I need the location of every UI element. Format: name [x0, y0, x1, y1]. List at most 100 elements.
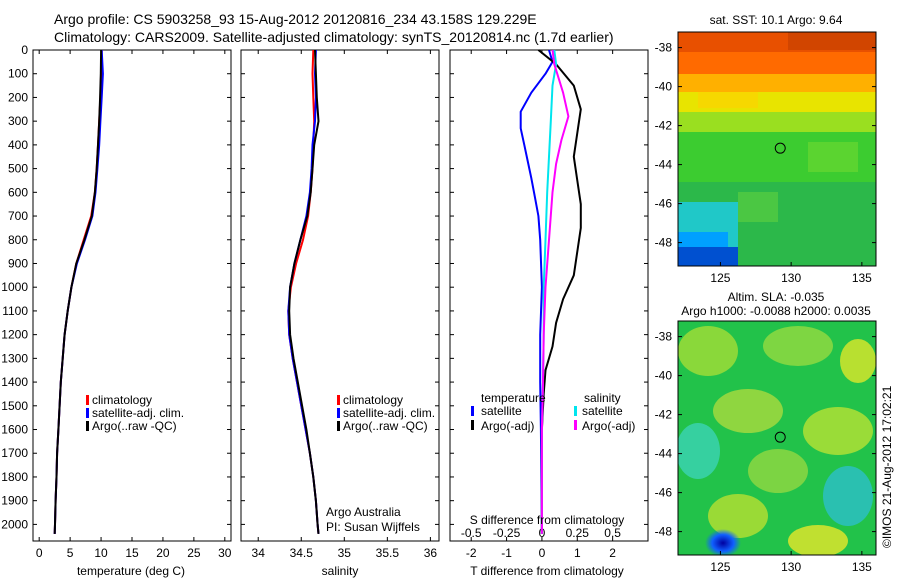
temperature-diff-legend: temperature satellite Argo(-adj): [471, 391, 546, 433]
map-y-tick-label: -44: [655, 158, 673, 172]
x-tick-label: 20: [156, 546, 170, 560]
map-x-tick-label: 125: [710, 560, 730, 574]
legend-climatology: climatology: [92, 393, 152, 407]
s-diff-xlabel: S difference from climatology: [470, 513, 625, 527]
argo-australia-label: Argo Australia: [326, 505, 401, 519]
sla-map-panel: Altim. SLA: -0.035 Argo h1000: -0.0088 h…: [655, 290, 877, 574]
y-tick-label: 2000: [1, 517, 28, 531]
x-tick-label: 1: [574, 546, 581, 560]
temperature-xlabel: temperature (deg C): [77, 564, 185, 578]
x-tick-label: 5: [67, 546, 74, 560]
x-tick-label: 2: [609, 546, 616, 560]
map-y-tick-label: -46: [655, 197, 673, 211]
map-y-tick-label: -44: [655, 447, 673, 461]
series-temperature-argo-adj-: [537, 49, 582, 534]
x-tick-label: -1: [501, 546, 512, 560]
series-temperature-satellite: [519, 49, 554, 534]
salinity-xlabel: salinity: [322, 564, 359, 578]
map-y-tick-label: -40: [655, 369, 673, 383]
legend-argo: Argo(..raw -QC): [92, 419, 177, 433]
y-tick-label: 1200: [1, 328, 28, 342]
legend-satellite-adj: satellite-adj. clim.: [92, 406, 184, 420]
salinity-diff-legend: salinity satellite Argo(-adj): [574, 391, 635, 433]
sla-map-axes: [677, 320, 877, 556]
map-y-tick-label: -42: [655, 119, 673, 133]
map-x-tick-label: 130: [781, 271, 801, 285]
y-tick-label: 0: [21, 43, 28, 57]
temperature-panel: 0100200300400500600700800900100011001200…: [1, 43, 232, 578]
sst-map-title: sat. SST: 10.1 Argo: 9.64: [710, 13, 843, 27]
sst-map-axes: [677, 31, 877, 267]
legend-salinity-title: salinity: [584, 391, 621, 405]
legend-argo-2: Argo(..raw -QC): [343, 419, 428, 433]
pi-label: PI: Susan Wijffels: [326, 520, 420, 534]
difference-panel: -2 -1 0 1 2 -0.5 -0.25 0 0.25 0.5 T difference f…: [449, 49, 649, 578]
y-tick-label: 400: [8, 138, 28, 152]
difference-axes: [449, 49, 649, 542]
x-tick-label: 35: [338, 546, 352, 560]
y-tick-label: 1000: [1, 280, 28, 294]
x-tick-label: 10: [94, 546, 108, 560]
map-x-tick-label: 135: [852, 560, 872, 574]
y-tick-label: 300: [8, 114, 28, 128]
map-y-tick-label: -42: [655, 408, 673, 422]
legend-sal-satellite: satellite: [582, 404, 623, 418]
x-tick-label: 34: [252, 546, 266, 560]
map-y-tick-label: -46: [655, 486, 673, 500]
y-tick-label: 1400: [1, 375, 28, 389]
s-diff-tick-label: 0.5: [604, 526, 621, 540]
y-tick-label: 600: [8, 185, 28, 199]
x-tick-label: 34.5: [290, 546, 314, 560]
map-x-tick-label: 135: [852, 271, 872, 285]
legend-satellite-adj-2: satellite-adj. clim.: [343, 406, 435, 420]
y-tick-label: 800: [8, 233, 28, 247]
y-tick-label: 1900: [1, 494, 28, 508]
y-tick-label: 1800: [1, 470, 28, 484]
sla-map-subtitle: Argo h1000: -0.0088 h2000: 0.0035: [681, 304, 871, 318]
x-tick-label: 0: [539, 546, 546, 560]
series-argo-raw-qc-: [53, 49, 103, 534]
y-tick-label: 900: [8, 256, 28, 270]
x-tick-label: 36: [424, 546, 438, 560]
temperature-legend: climatology satellite-adj. clim. Argo(..…: [86, 393, 184, 433]
sla-argo-location-marker: [774, 431, 786, 443]
map-y-tick-label: -38: [655, 41, 673, 55]
temperature-axes: [32, 49, 232, 542]
x-tick-label: 25: [187, 546, 201, 560]
legend-temp-argo: Argo(-adj): [481, 419, 534, 433]
y-tick-label: 1600: [1, 423, 28, 437]
y-tick-label: 200: [8, 90, 28, 104]
x-tick-label: 15: [125, 546, 139, 560]
t-diff-xlabel: T difference from climatology: [470, 564, 624, 578]
map-y-tick-label: -48: [655, 525, 673, 539]
salinity-panel: 34 34.5 35 35.5 36 salinity climatology sate…: [240, 49, 440, 578]
y-tick-label: 700: [8, 209, 28, 223]
y-tick-label: 1700: [1, 446, 28, 460]
header-line-2: Climatology: CARS2009. Satellite-adjuste…: [54, 29, 614, 45]
series-argo-raw-qc-: [288, 49, 320, 534]
legend-temp-satellite: satellite: [481, 404, 522, 418]
map-y-tick-label: -40: [655, 80, 673, 94]
map-x-tick-label: 125: [710, 271, 730, 285]
s-diff-tick-label: -0.25: [493, 526, 521, 540]
map-x-tick-label: 130: [781, 560, 801, 574]
sla-map-title: Altim. SLA: -0.035: [728, 290, 825, 304]
sst-argo-location-marker: [774, 142, 786, 154]
legend-temperature-title: temperature: [481, 391, 546, 405]
series-salinity-argo-adj-: [540, 49, 570, 534]
y-tick-label: 1500: [1, 399, 28, 413]
salinity-legend: climatology satellite-adj. clim. Argo(..…: [337, 393, 435, 433]
legend-sal-argo: Argo(-adj): [582, 419, 635, 433]
x-tick-label: -2: [466, 546, 477, 560]
header-line-1: Argo profile: CS 5903258_93 15-Aug-2012 …: [54, 11, 537, 27]
s-diff-tick-label: -0.5: [461, 526, 482, 540]
x-tick-label: 0: [36, 546, 43, 560]
s-diff-tick-label: 0.25: [566, 526, 590, 540]
y-tick-label: 1300: [1, 351, 28, 365]
map-y-tick-label: -38: [655, 330, 673, 344]
y-tick-label: 1100: [2, 304, 28, 318]
imos-timestamp: ©IMOS 21-Aug-2012 17:02:21: [880, 385, 894, 548]
map-y-tick-label: -48: [655, 236, 673, 250]
legend-climatology-2: climatology: [343, 393, 403, 407]
